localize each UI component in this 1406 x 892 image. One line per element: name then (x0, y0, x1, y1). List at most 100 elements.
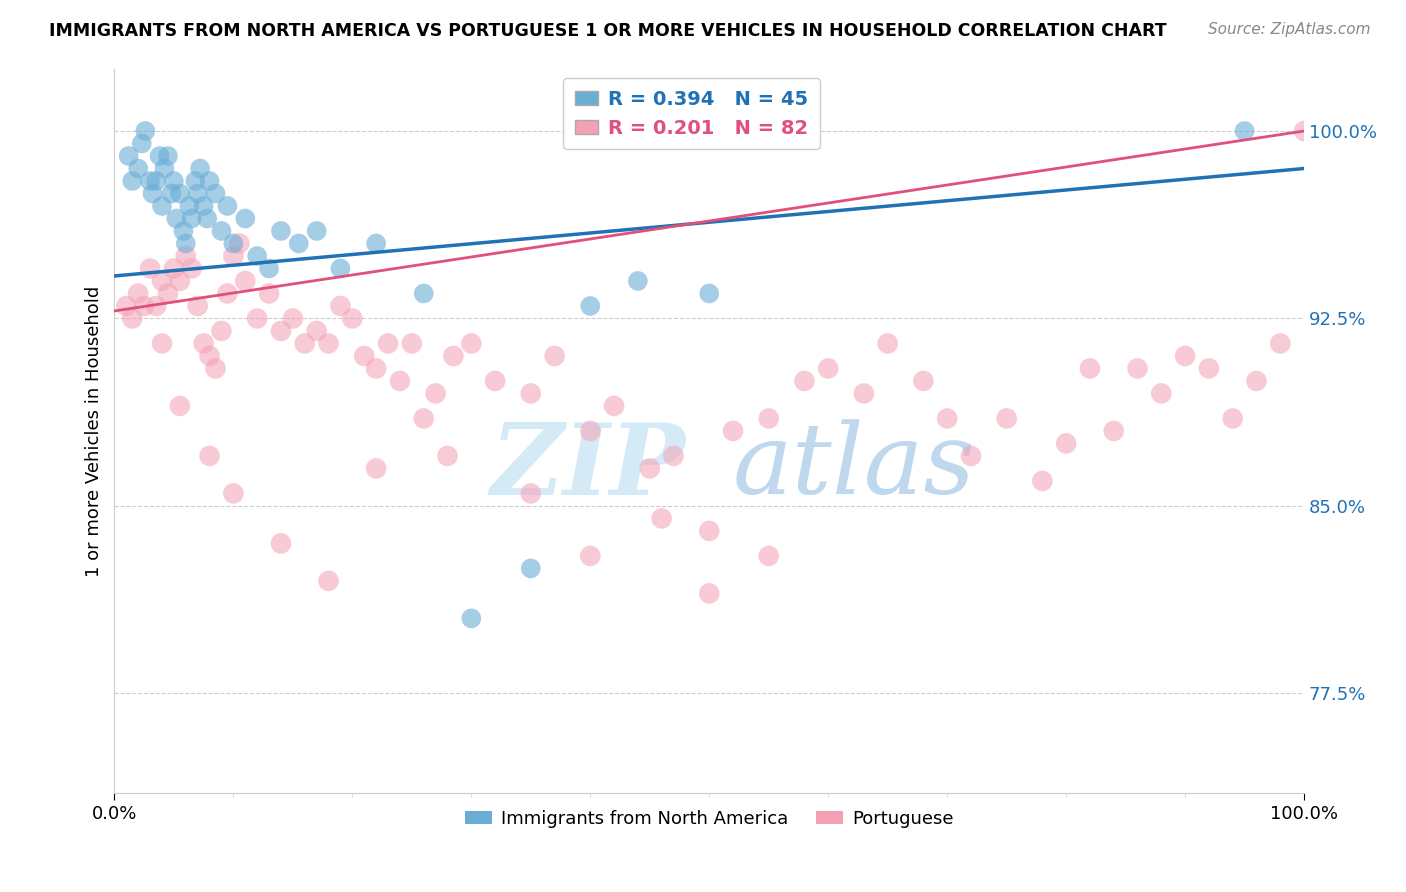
Point (145, 299, 167, 313)
Point (180, 211, 202, 226)
Point (141, 186, 163, 201)
Point (936, 411, 959, 425)
Point (222, 486, 245, 500)
Point (222, 236, 245, 251)
Point (169, 274, 191, 288)
Point (150, 336, 173, 351)
Point (412, 286, 434, 301)
Point (995, 411, 1018, 425)
Point (1270, 336, 1292, 351)
Point (443, 349, 465, 363)
Point (233, 274, 256, 288)
Point (165, 211, 187, 226)
Point (460, 611, 482, 625)
Point (662, 449, 685, 463)
Point (366, 361, 388, 376)
Legend: Immigrants from North America, Portuguese: Immigrants from North America, Portugues… (458, 803, 960, 835)
Point (353, 349, 375, 363)
Point (270, 224, 292, 238)
Point (187, 186, 209, 201)
Text: IMMIGRANTS FROM NORTH AMERICA VS PORTUGUESE 1 OR MORE VEHICLES IN HOUSEHOLD CORR: IMMIGRANTS FROM NORTH AMERICA VS PORTUGU… (49, 22, 1167, 40)
Point (697, 286, 720, 301)
Point (246, 311, 269, 326)
Point (912, 374, 935, 388)
Point (150, 274, 173, 288)
Point (288, 236, 311, 251)
Point (246, 249, 269, 263)
Point (228, 236, 250, 251)
Point (204, 361, 226, 376)
Point (149, 149, 172, 163)
Point (579, 549, 602, 563)
Point (1294, 124, 1316, 138)
Text: Source: ZipAtlas.com: Source: ZipAtlas.com (1208, 22, 1371, 37)
Point (115, 299, 138, 313)
Point (329, 299, 352, 313)
Point (342, 311, 364, 326)
Point (160, 186, 183, 201)
Point (217, 199, 239, 213)
Point (184, 174, 207, 188)
Point (1233, 124, 1256, 138)
Point (520, 561, 543, 575)
Point (204, 186, 226, 201)
Point (638, 461, 661, 475)
Point (270, 324, 292, 338)
Point (520, 386, 543, 401)
Point (852, 386, 875, 401)
Point (1078, 361, 1101, 376)
Point (179, 199, 201, 213)
Point (193, 199, 215, 213)
Point (153, 161, 176, 176)
Point (257, 286, 280, 301)
Point (172, 224, 194, 238)
Point (180, 261, 202, 276)
Point (211, 224, 233, 238)
Point (627, 274, 650, 288)
Point (257, 261, 280, 276)
Point (793, 374, 815, 388)
Point (1198, 361, 1220, 376)
Point (697, 586, 720, 600)
Point (697, 524, 720, 538)
Point (139, 174, 162, 188)
Point (758, 549, 780, 563)
Point (121, 174, 143, 188)
Point (318, 574, 340, 588)
Point (318, 336, 340, 351)
Point (721, 424, 744, 438)
Point (603, 399, 626, 413)
Point (651, 511, 673, 525)
Point (366, 461, 388, 475)
Point (436, 449, 458, 463)
Point (211, 324, 233, 338)
Point (195, 211, 218, 226)
Point (217, 286, 239, 301)
Point (118, 149, 141, 163)
Point (305, 224, 328, 238)
Point (169, 399, 191, 413)
Point (817, 361, 839, 376)
Point (121, 311, 143, 326)
Point (758, 411, 780, 425)
Y-axis label: 1 or more Vehicles in Household: 1 or more Vehicles in Household (86, 285, 103, 576)
Point (150, 199, 173, 213)
Point (960, 449, 983, 463)
Point (131, 136, 153, 151)
Point (270, 536, 292, 550)
Point (188, 161, 211, 176)
Point (174, 249, 197, 263)
Point (174, 236, 197, 251)
Point (222, 249, 245, 263)
Point (127, 161, 149, 176)
Point (520, 486, 543, 500)
Point (169, 186, 191, 201)
Point (305, 324, 328, 338)
Point (377, 336, 399, 351)
Point (579, 424, 602, 438)
Point (388, 374, 411, 388)
Point (134, 124, 156, 138)
Point (198, 349, 221, 363)
Point (543, 349, 565, 363)
Point (1246, 374, 1268, 388)
